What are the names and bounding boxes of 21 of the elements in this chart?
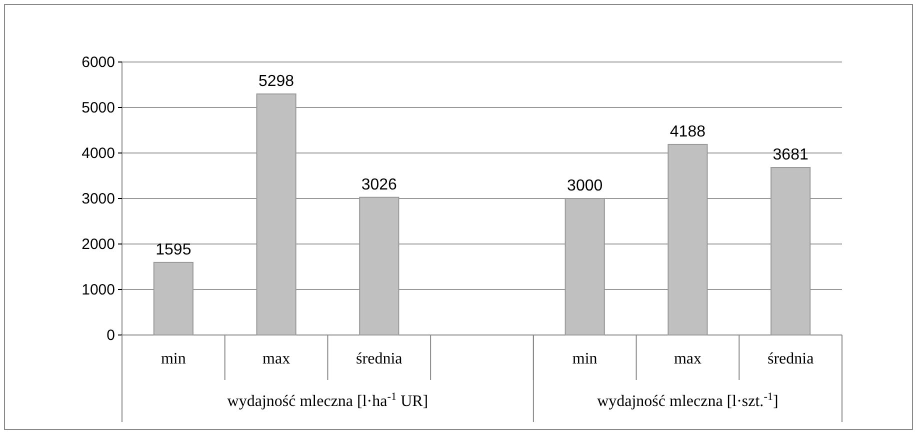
x-tick-label: min <box>160 350 186 368</box>
data-label: 3026 <box>361 176 398 194</box>
data-label: 5298 <box>258 72 294 90</box>
x-tick-label: średnia <box>356 350 402 368</box>
x-tick-label: średnia <box>767 350 814 368</box>
y-tick-label: 3000 <box>82 190 115 208</box>
y-tick-label: 5000 <box>82 99 115 116</box>
y-tick-label: 1000 <box>82 281 115 298</box>
data-label: 1595 <box>156 241 192 258</box>
y-tick-label: 4000 <box>82 144 115 162</box>
y-tick-label: 0 <box>106 326 115 344</box>
data-label: 4188 <box>670 123 706 140</box>
x-tick-label: min <box>572 350 598 368</box>
text: wydajność mleczna [l·szt.$^{-1}$] <box>597 391 778 410</box>
y-tick-label: 2000 <box>82 236 115 253</box>
x-tick-label: max <box>262 350 290 368</box>
text: wydajność mleczna [l·ha$^{-1}$ UR] <box>227 391 428 410</box>
data-label: 3000 <box>567 178 603 194</box>
x-tick-label: max <box>674 350 702 368</box>
y-tick-label: 6000 <box>82 54 115 71</box>
data-label: 3681 <box>772 146 808 164</box>
